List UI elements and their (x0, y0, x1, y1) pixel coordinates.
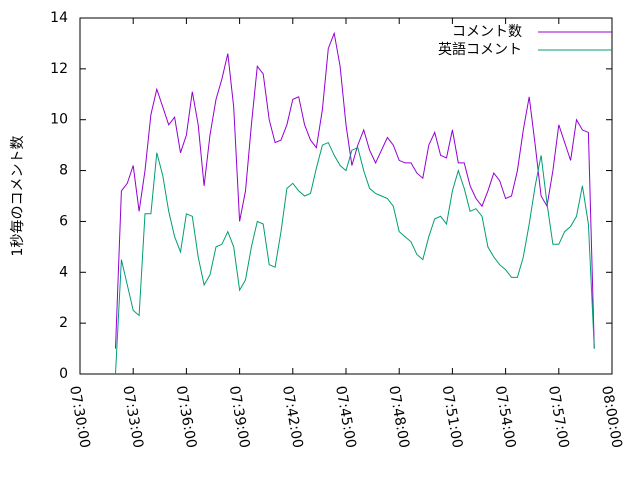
y-tick-label: 0 (59, 366, 68, 382)
x-tick-label: 07:48:00 (385, 385, 412, 450)
series-line (115, 141, 595, 375)
y-tick-label: 10 (50, 112, 68, 128)
plot-frame (79, 17, 613, 375)
x-tick-label: 07:30:00 (66, 385, 93, 450)
x-tick-label: 07:33:00 (119, 385, 146, 450)
y-axis-label: 1秒毎のコメント数 (10, 136, 26, 257)
x-tick-label: 07:36:00 (173, 385, 200, 450)
legend-label: コメント数 (452, 24, 522, 40)
y-tick-label: 2 (59, 315, 68, 331)
y-tick-label: 6 (59, 213, 68, 229)
y-tick-label: 14 (50, 10, 68, 26)
x-tick-label: 07:42:00 (279, 385, 306, 450)
y-tick-label: 4 (59, 264, 68, 280)
x-tick-label: 07:39:00 (226, 385, 253, 450)
y-tick-label: 12 (50, 61, 68, 77)
x-tick-label: 07:54:00 (492, 385, 519, 450)
y-tick-label: 8 (59, 163, 68, 179)
x-tick-label: 07:45:00 (332, 385, 359, 450)
x-tick-label: 07:51:00 (439, 385, 466, 450)
legend-label: 英語コメント (438, 41, 522, 58)
x-tick-label: 07:57:00 (545, 385, 572, 450)
x-tick-label: 08:00:00 (598, 385, 625, 450)
series-line (115, 31, 595, 349)
